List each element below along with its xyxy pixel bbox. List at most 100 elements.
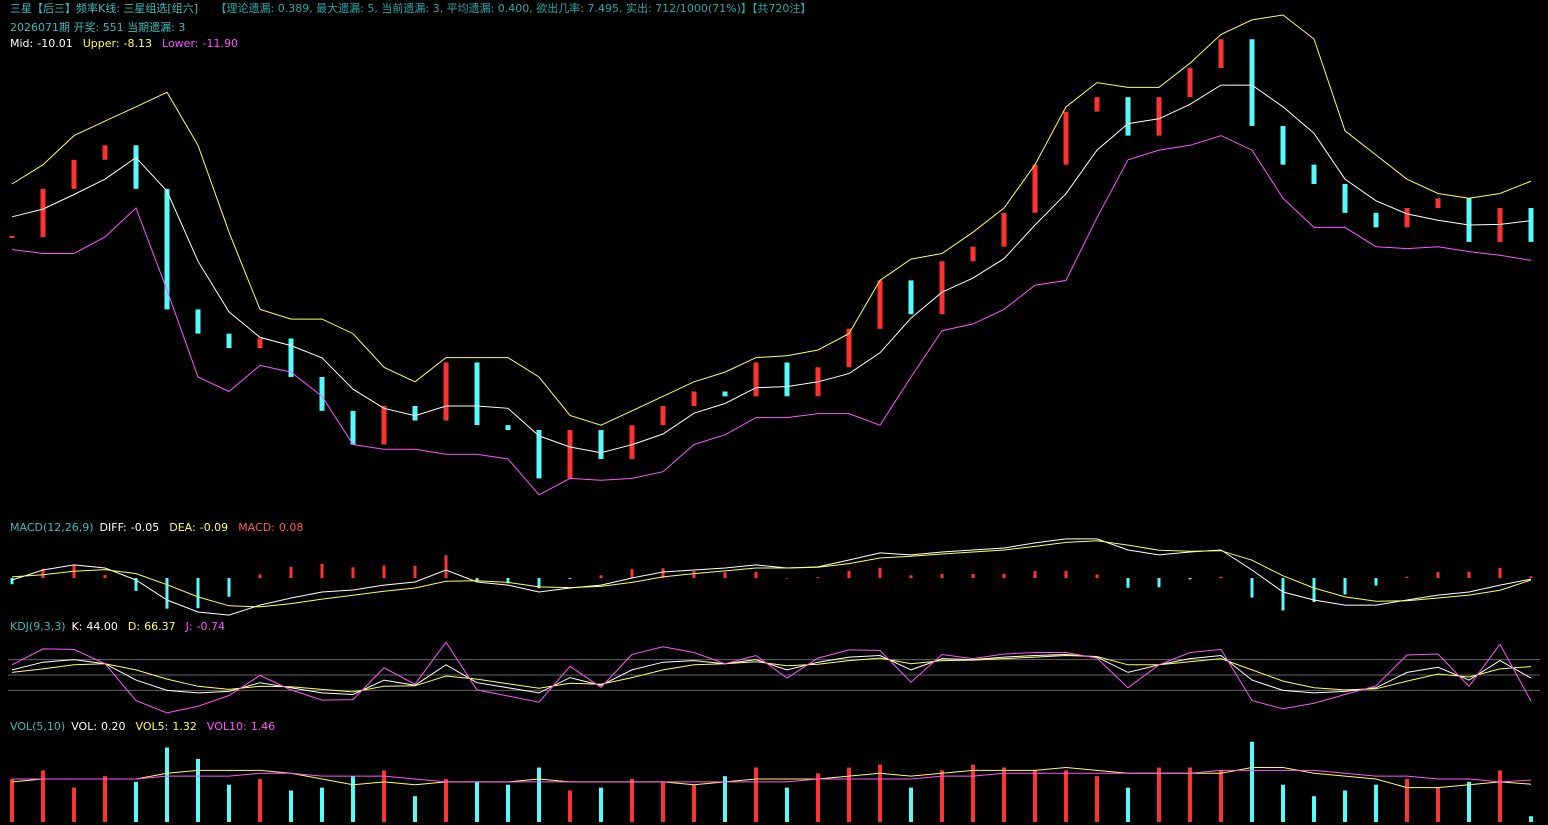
indicator-line [11,538,1532,616]
volume-bar [723,776,727,822]
readout-value: -0.09 [200,521,228,534]
candle [1497,208,1503,242]
volume-bar [1095,776,1099,822]
macd-bar [196,578,200,609]
macd-bar [1033,570,1037,578]
macd-bar [909,575,913,578]
candle [40,188,46,238]
readout-name: Mid: [10,37,33,50]
macd-bar [258,574,262,578]
macd-bar [1002,574,1006,578]
macd-bar [568,578,572,579]
macd-bar [723,572,727,578]
volume-bar [909,787,913,822]
volume-bar [630,779,634,822]
macd-bar [475,578,479,581]
candle [660,406,666,426]
volume-bar [971,764,975,822]
volume-bar [1064,770,1068,822]
volume-bar [10,779,14,822]
readout-value: 44.00 [86,620,118,633]
readout-value: 66.37 [144,620,176,633]
candle [784,362,790,397]
volume-bar [1188,767,1192,822]
panel-title: KDJ(9,3,3) [10,620,66,633]
readout-value: 1.46 [251,720,276,733]
candle [846,328,852,368]
indicator-line [11,641,1532,714]
macd-bar [1157,578,1161,588]
macd-bar [320,563,324,578]
macd-bar [103,574,107,578]
candle [195,309,201,334]
macd-bar [847,570,851,578]
header-line: 三星【后三】频率K线: 三星组选[组六] 【理论遗漏: 0.389, 最大遗漏:… [10,1,811,15]
candle [71,159,77,189]
volume-bar [754,767,758,822]
volume-bar [1250,741,1254,822]
candle [1404,208,1410,228]
volume-bar [103,776,107,822]
volume-bar [1312,796,1316,822]
readout-name: D: [128,620,140,633]
macd-bar [10,578,14,585]
candle [412,406,418,421]
header-stats: 【理论遗漏: 0.389, 最大遗漏: 5, 当前遗漏: 3, 平均遗漏: 0.… [216,1,812,15]
candle [1001,212,1007,247]
candle [536,429,542,479]
indicator-line [11,540,1532,608]
candle [1342,184,1348,213]
volume-bar [940,770,944,822]
macd-bar [1405,576,1409,578]
panel-title: MACD(12,26,9) [10,521,94,534]
macd-bar [754,571,758,578]
candle [1373,212,1379,228]
candle [1094,97,1100,112]
candle [474,362,480,426]
macd-bar [1529,576,1533,578]
readout-name: VOL10: [207,720,247,733]
macd-bar [506,578,510,584]
readout-value: 0.08 [279,521,304,534]
volume-bar [196,758,200,822]
volume-bar [320,787,324,822]
volume-bar [413,796,417,822]
macd-bar [785,578,789,579]
macd-bar [41,568,45,578]
volume-bar [41,770,45,822]
candle [629,425,635,460]
readout-name: Upper: [83,37,120,50]
candle [1311,164,1317,185]
volume-bar [289,790,293,822]
readout-name: J: [185,620,193,633]
candle [1466,198,1472,242]
candle [722,391,728,397]
panel-title: VOL(5,10) [10,720,65,733]
macd-bar [940,574,944,578]
indicator-line [11,766,1532,789]
macd-bar [1250,578,1254,598]
macd-bar [227,578,231,597]
volume-bar [1374,784,1378,822]
volume-bar [661,781,665,822]
volume-bar [1467,781,1471,822]
volume-bar [1281,784,1285,822]
volume-bar [382,770,386,822]
macd-bar [351,567,355,578]
indicator-line [11,14,1532,426]
volume-bar [1002,767,1006,822]
macd-bar [382,565,386,578]
volume-bar [1498,770,1502,822]
macd-bar [599,575,603,578]
macd-bar [1467,571,1471,578]
readout-name: Lower: [162,37,198,50]
volume-bar [506,784,510,822]
candle [1156,97,1162,136]
volume-bar [475,781,479,822]
candle [257,338,263,349]
macd-bar [1188,578,1192,580]
candle [691,391,697,407]
volume-bar [1529,816,1533,822]
candle [350,410,356,445]
